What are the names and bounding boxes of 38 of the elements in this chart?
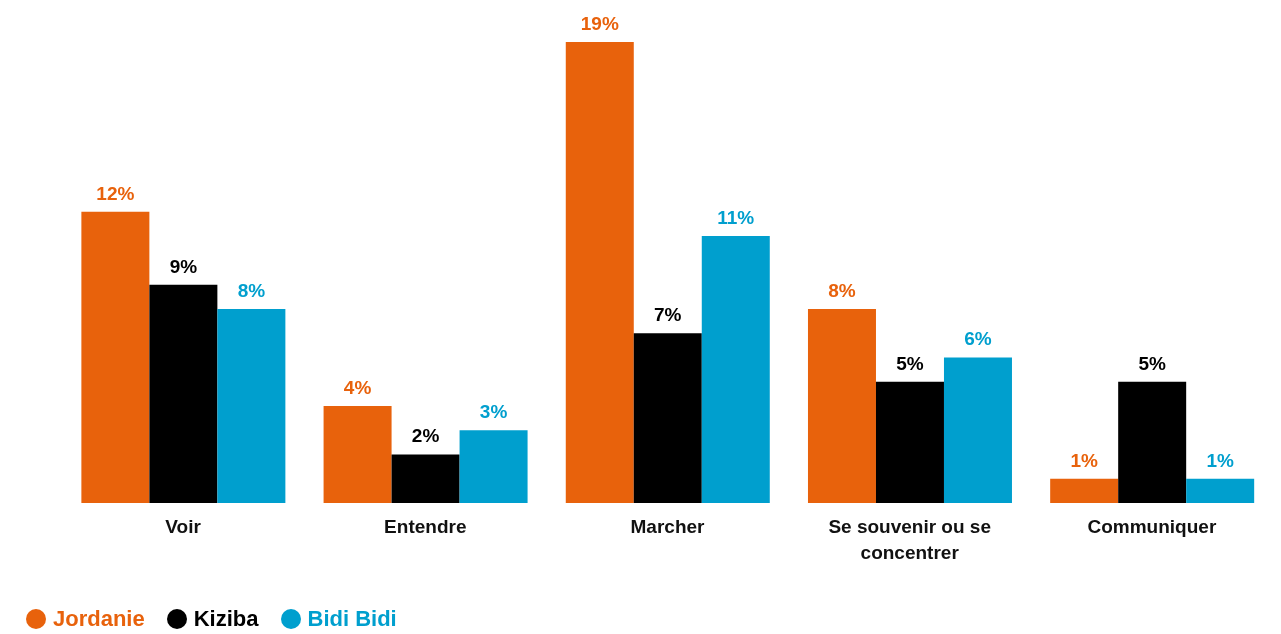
- data-label: 2%: [411, 425, 440, 447]
- bar: [565, 42, 634, 503]
- bar: [875, 381, 944, 503]
- x-tick-label: Voir: [165, 516, 202, 537]
- bar: [1050, 478, 1119, 503]
- bar: [459, 430, 528, 503]
- data-label: 3%: [479, 401, 508, 423]
- bar: [217, 308, 286, 503]
- bar: [701, 236, 770, 503]
- bar: [943, 357, 1012, 503]
- x-tick-label: Entendre: [384, 516, 467, 537]
- data-label: 12%: [96, 182, 135, 204]
- legend-label: Jordanie: [52, 606, 145, 632]
- data-label: 19%: [580, 13, 619, 34]
- data-label: 11%: [717, 207, 755, 229]
- bar: [1186, 478, 1255, 503]
- data-label: 5%: [1138, 352, 1167, 374]
- bar: [391, 454, 460, 503]
- x-tick-label: Communiquer: [1087, 516, 1217, 537]
- data-label: 8%: [828, 279, 856, 301]
- legend-label: Bidi Bidi: [306, 606, 397, 632]
- legend-label: Kiziba: [192, 606, 259, 632]
- data-label: 8%: [237, 279, 266, 301]
- bar: [1118, 381, 1187, 503]
- bar: [149, 284, 218, 503]
- data-label: 9%: [169, 255, 198, 277]
- data-label: 5%: [896, 352, 924, 374]
- data-label: 7%: [654, 304, 682, 326]
- data-label: 1%: [1070, 449, 1099, 471]
- bar: [323, 405, 392, 503]
- x-tick-label: Se souvenir ou se concentrer: [828, 516, 992, 563]
- data-label: 4%: [343, 376, 372, 398]
- bar: [807, 308, 876, 503]
- data-label: 1%: [1206, 449, 1235, 471]
- x-tick-label: Marcher: [630, 516, 706, 537]
- bar: [633, 333, 702, 503]
- bar: [81, 211, 150, 503]
- data-label: 6%: [964, 328, 992, 350]
